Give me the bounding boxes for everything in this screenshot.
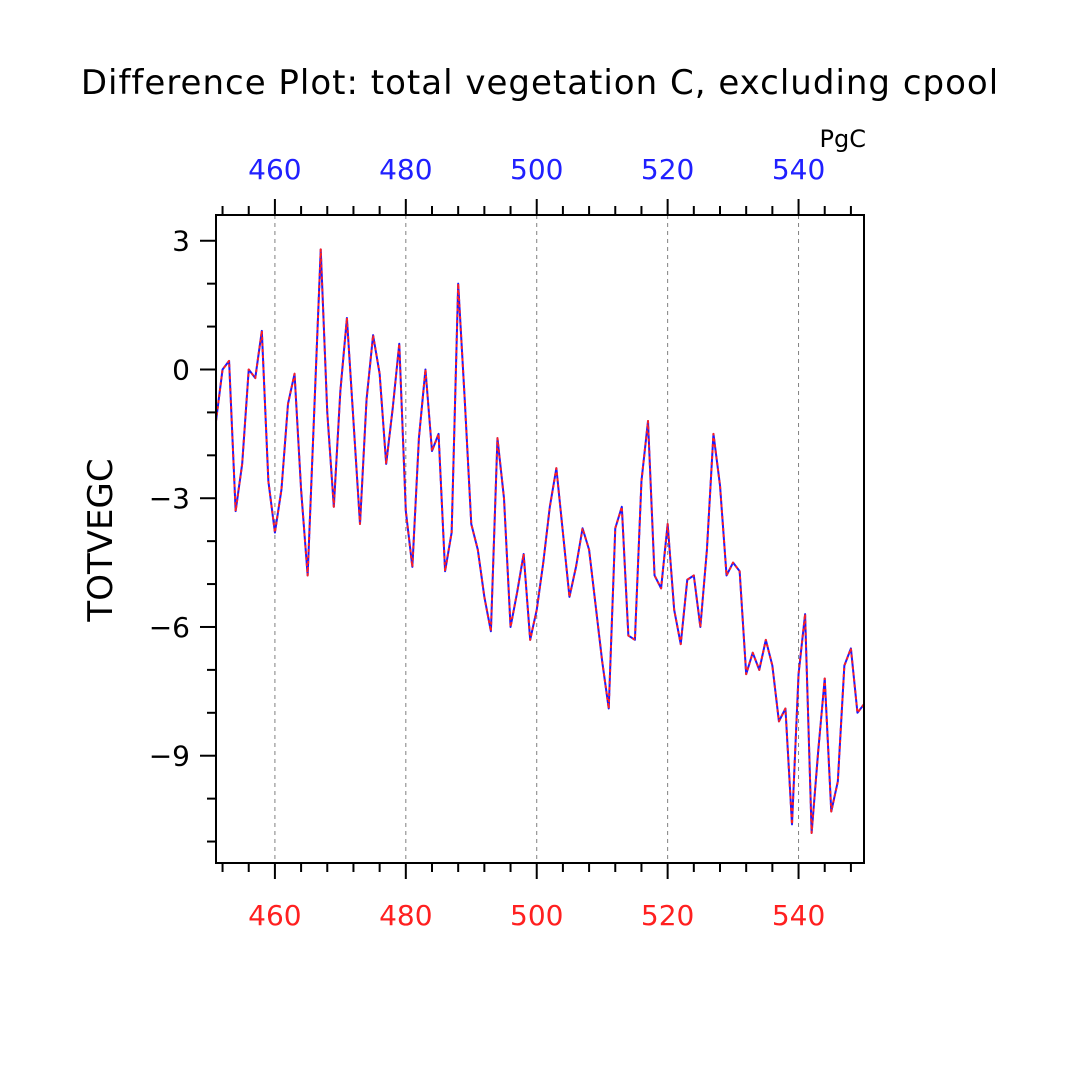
y-tick-label: −3 xyxy=(149,482,190,515)
y-axis-label: TOTVEGC xyxy=(81,458,121,622)
x-tick-label-bottom: 520 xyxy=(641,899,694,932)
top-axis-units-label: PgC xyxy=(820,125,866,153)
plot-frame xyxy=(215,214,865,864)
series-line-series-b xyxy=(215,248,865,834)
y-tick-label: 3 xyxy=(172,225,190,258)
x-tick-label-bottom: 460 xyxy=(248,899,301,932)
y-tick-label: −9 xyxy=(149,740,190,773)
x-tick-label-top: 480 xyxy=(379,153,432,186)
data-series xyxy=(215,248,865,834)
grid-lines xyxy=(274,215,800,863)
axis-ticks xyxy=(200,199,852,879)
x-tick-label-top: 500 xyxy=(510,153,563,186)
x-tick-label-top: 540 xyxy=(772,153,825,186)
x-tick-label-top: 520 xyxy=(641,153,694,186)
x-tick-label-bottom: 480 xyxy=(379,899,432,932)
chart-title: Difference Plot: total vegetation C, exc… xyxy=(81,63,999,103)
x-tick-label-top: 460 xyxy=(248,153,301,186)
y-tick-label: 0 xyxy=(172,353,190,386)
y-tick-label: −6 xyxy=(149,611,190,644)
series-line-series-a xyxy=(215,248,865,834)
x-tick-label-bottom: 540 xyxy=(772,899,825,932)
x-tick-label-bottom: 500 xyxy=(510,899,563,932)
tick-labels: 460 460 480 480 500 500 520 520 540 540 3 0 −3 −6 −9 xyxy=(149,153,826,932)
